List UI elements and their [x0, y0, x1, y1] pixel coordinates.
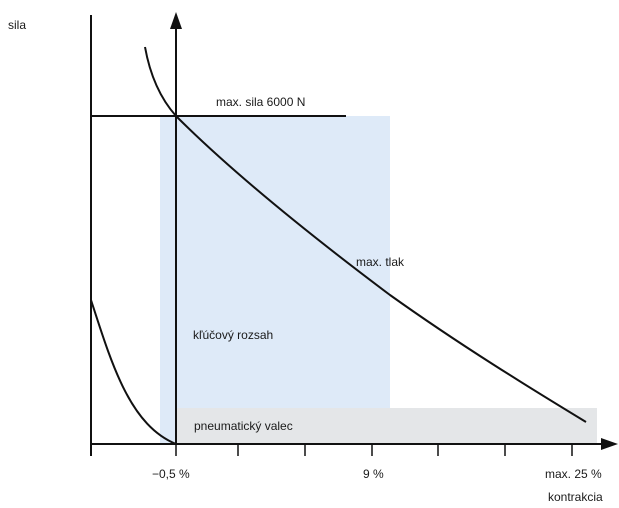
- x-axis-label: kontrakcia: [548, 490, 603, 504]
- pneumatic-cylinder-region: [176, 408, 597, 444]
- contraction-axis-arrow: [601, 438, 618, 450]
- key-range-region: [160, 116, 390, 444]
- x-tick-label: −0,5 %: [152, 467, 190, 481]
- x-axis-ticks: [90, 444, 573, 456]
- pneumatic-cylinder-label: pneumatický valec: [194, 419, 293, 433]
- key-range-label: kľúčový rozsah: [193, 328, 274, 342]
- x-tick-label: 9 %: [363, 467, 384, 481]
- max-pressure-label: max. tlak: [356, 255, 405, 269]
- low-pressure-curve: [90, 299, 177, 445]
- force-axis-arrow: [170, 12, 182, 29]
- y-axis-label: sila: [8, 18, 27, 32]
- max-pressure-curve: [144, 46, 587, 423]
- max-force-label: max. sila 6000 N: [216, 95, 306, 109]
- x-tick-label: max. 25 %: [545, 467, 602, 481]
